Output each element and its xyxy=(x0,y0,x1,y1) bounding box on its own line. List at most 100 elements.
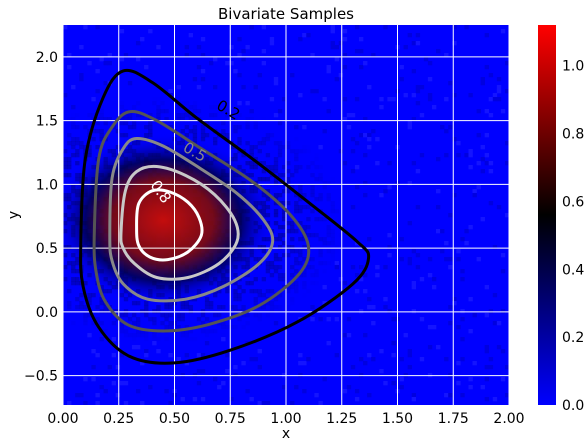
heat-cell xyxy=(269,41,275,46)
heat-cell xyxy=(160,97,164,101)
heat-cell xyxy=(488,365,494,370)
heat-cell xyxy=(460,309,465,314)
heat-cell xyxy=(415,41,421,46)
heat-cell xyxy=(278,309,282,313)
x-tick-label: 1.75 xyxy=(438,411,469,427)
heat-cell xyxy=(208,301,214,306)
contour-0.65 xyxy=(119,164,240,281)
heat-cell xyxy=(257,349,262,354)
heat-cell xyxy=(468,225,473,230)
heat-cell xyxy=(196,353,202,358)
heat-cell xyxy=(496,345,502,350)
heat-cell xyxy=(354,141,360,146)
heat-cell xyxy=(87,113,92,118)
y-tick-label: 0.5 xyxy=(36,241,58,257)
colorbar-tick-label: 0.0 xyxy=(562,398,584,414)
heat-cell xyxy=(286,145,291,150)
heat-cell xyxy=(152,321,157,326)
heat-cell xyxy=(472,193,477,198)
heat-cell xyxy=(67,65,72,70)
heat-cell xyxy=(95,145,100,150)
heat-cell xyxy=(241,153,246,158)
heat-cell xyxy=(241,85,246,90)
heat-cell xyxy=(257,317,262,322)
heat-cell xyxy=(221,325,226,330)
heat-cell xyxy=(327,261,331,265)
heat-cell xyxy=(504,365,509,370)
heat-cell xyxy=(346,385,352,390)
heat-cell xyxy=(448,373,453,378)
heat-cell xyxy=(302,273,307,278)
heat-cell xyxy=(350,113,356,118)
heat-cell xyxy=(135,329,141,334)
heat-cell xyxy=(302,389,307,394)
heat-cell xyxy=(484,313,490,318)
heat-cell xyxy=(338,73,344,78)
heat-cell xyxy=(111,337,117,342)
heat-cell xyxy=(407,365,412,370)
heat-cell xyxy=(168,313,173,318)
heat-cell xyxy=(387,309,392,314)
heat-cell xyxy=(87,313,92,318)
heat-cell xyxy=(500,29,506,34)
heat-cell xyxy=(391,353,396,358)
heat-cell xyxy=(391,341,396,346)
heat-cell xyxy=(354,49,360,54)
heat-cell xyxy=(310,89,315,94)
heat-cell xyxy=(119,313,125,318)
heat-cell xyxy=(277,121,283,126)
heat-cell xyxy=(302,269,307,274)
heat-cell xyxy=(233,297,238,302)
heat-cell xyxy=(213,329,218,334)
heat-cell xyxy=(504,393,509,398)
heat-cell xyxy=(342,65,348,70)
heat-cell xyxy=(87,61,92,66)
heat-cell xyxy=(249,109,254,114)
heat-cell xyxy=(123,313,129,318)
heat-cell xyxy=(391,381,396,386)
heat-cell xyxy=(383,381,388,386)
heat-cell xyxy=(318,253,323,258)
heat-cell xyxy=(208,113,214,118)
heat-cell xyxy=(229,117,234,122)
heat-cell xyxy=(375,161,380,166)
heat-cell xyxy=(476,161,481,166)
heat-cell xyxy=(233,293,238,298)
heat-cell xyxy=(140,361,145,366)
heat-cell xyxy=(233,117,238,122)
heat-cell xyxy=(95,401,100,405)
heat-cell xyxy=(144,333,149,338)
heat-cell xyxy=(460,317,465,322)
heat-cell xyxy=(79,393,84,398)
heat-cell xyxy=(431,325,437,330)
heat-cell xyxy=(294,257,299,262)
heat-cell xyxy=(265,313,271,318)
heat-cell xyxy=(318,249,323,254)
heat-cell xyxy=(63,25,68,30)
heat-cell xyxy=(358,265,364,270)
heat-cell xyxy=(164,305,169,310)
heat-cell xyxy=(342,389,348,394)
heat-cell xyxy=(436,205,441,210)
heat-cell xyxy=(192,117,198,122)
heat-cell xyxy=(176,117,181,122)
heat-cell xyxy=(407,353,412,358)
heat-cell xyxy=(286,289,291,294)
heat-cell xyxy=(156,113,161,118)
heat-cell xyxy=(91,321,96,326)
heat-cell xyxy=(103,121,108,126)
heat-cell xyxy=(358,357,364,362)
heat-cell xyxy=(496,321,502,326)
heat-cell xyxy=(135,333,141,338)
heat-cell xyxy=(111,381,117,386)
heat-cell xyxy=(298,93,303,98)
heat-cell xyxy=(237,73,242,78)
heat-cell xyxy=(131,121,137,126)
heat-cell xyxy=(448,305,453,310)
heat-cell xyxy=(91,365,96,370)
heat-cell xyxy=(164,109,169,114)
heat-cell xyxy=(184,325,189,330)
heat-cell xyxy=(131,345,137,350)
heat-cell xyxy=(326,249,331,254)
heat-cell xyxy=(504,61,509,66)
